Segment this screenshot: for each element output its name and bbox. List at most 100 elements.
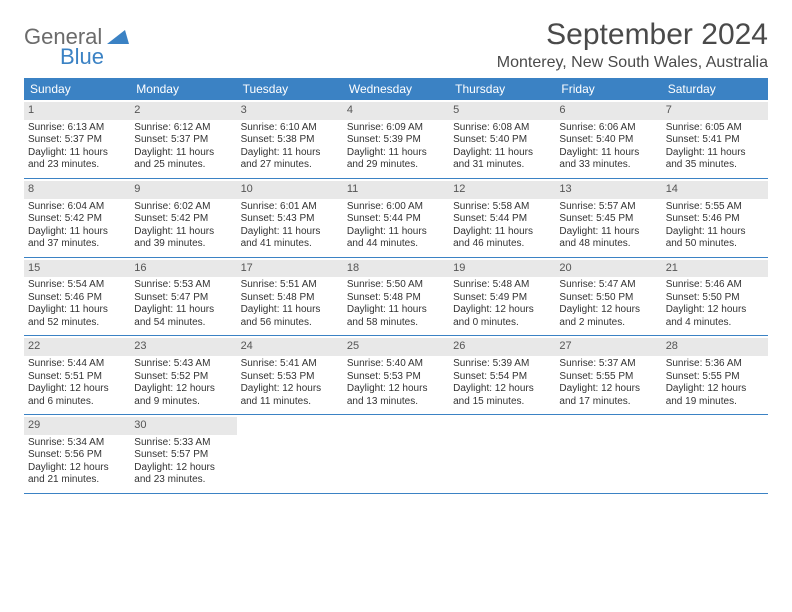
- daylight-text: Daylight: 11 hours: [134, 147, 232, 160]
- sunset-text: Sunset: 5:49 PM: [453, 292, 551, 305]
- daylight-text: and 39 minutes.: [134, 238, 232, 251]
- daylight-text: Daylight: 11 hours: [559, 147, 657, 160]
- day-cell: 13Sunrise: 5:57 AMSunset: 5:45 PMDayligh…: [555, 179, 661, 257]
- day-number: 9: [130, 181, 236, 199]
- sunrise-text: Sunrise: 5:36 AM: [666, 358, 764, 371]
- daylight-text: Daylight: 11 hours: [241, 226, 339, 239]
- sunrise-text: Sunrise: 5:57 AM: [559, 201, 657, 214]
- sunset-text: Sunset: 5:41 PM: [666, 134, 764, 147]
- day-cell: 27Sunrise: 5:37 AMSunset: 5:55 PMDayligh…: [555, 336, 661, 414]
- sunrise-text: Sunrise: 5:50 AM: [347, 279, 445, 292]
- day-cell: 9 Sunrise: 6:02 AMSunset: 5:42 PMDaylight…: [130, 179, 236, 257]
- day-cell: 12Sunrise: 5:58 AMSunset: 5:44 PMDayligh…: [449, 179, 555, 257]
- day-cell: 15Sunrise: 5:54 AMSunset: 5:46 PMDayligh…: [24, 258, 130, 336]
- sunset-text: Sunset: 5:54 PM: [453, 371, 551, 384]
- sunset-text: Sunset: 5:45 PM: [559, 213, 657, 226]
- logo: General Blue: [24, 24, 129, 70]
- daylight-text: and 13 minutes.: [347, 396, 445, 409]
- sunrise-text: Sunrise: 5:33 AM: [134, 437, 232, 450]
- daylight-text: and 4 minutes.: [666, 317, 764, 330]
- day-number: 1: [24, 102, 130, 120]
- day-cell: 18Sunrise: 5:50 AMSunset: 5:48 PMDayligh…: [343, 258, 449, 336]
- daylight-text: and 17 minutes.: [559, 396, 657, 409]
- sunrise-text: Sunrise: 5:44 AM: [28, 358, 126, 371]
- daylight-text: Daylight: 11 hours: [453, 226, 551, 239]
- sunrise-text: Sunrise: 6:04 AM: [28, 201, 126, 214]
- sunrise-text: Sunrise: 6:12 AM: [134, 122, 232, 135]
- month-title: September 2024: [497, 18, 768, 52]
- sunrise-text: Sunrise: 6:05 AM: [666, 122, 764, 135]
- day-cell: 19Sunrise: 5:48 AMSunset: 5:49 PMDayligh…: [449, 258, 555, 336]
- daylight-text: Daylight: 12 hours: [28, 462, 126, 475]
- day-number: 16: [130, 260, 236, 278]
- daylight-text: and 54 minutes.: [134, 317, 232, 330]
- day-cell: [555, 415, 661, 493]
- daylight-text: Daylight: 11 hours: [241, 304, 339, 317]
- day-header-sun: Sunday: [24, 78, 130, 100]
- sunrise-text: Sunrise: 5:51 AM: [241, 279, 339, 292]
- daylight-text: and 23 minutes.: [134, 474, 232, 487]
- sunset-text: Sunset: 5:44 PM: [347, 213, 445, 226]
- sunrise-text: Sunrise: 5:47 AM: [559, 279, 657, 292]
- daylight-text: Daylight: 11 hours: [134, 226, 232, 239]
- day-header-fri: Friday: [555, 78, 661, 100]
- day-headers-row: Sunday Monday Tuesday Wednesday Thursday…: [24, 78, 768, 100]
- week-row: 1Sunrise: 6:13 AMSunset: 5:37 PMDaylight…: [24, 100, 768, 179]
- sunrise-text: Sunrise: 5:34 AM: [28, 437, 126, 450]
- day-number: 27: [555, 338, 661, 356]
- day-number: 18: [343, 260, 449, 278]
- daylight-text: and 44 minutes.: [347, 238, 445, 251]
- day-number: 12: [449, 181, 555, 199]
- day-cell: 1Sunrise: 6:13 AMSunset: 5:37 PMDaylight…: [24, 100, 130, 178]
- sunrise-text: Sunrise: 5:40 AM: [347, 358, 445, 371]
- logo-text-block: General Blue: [24, 24, 129, 70]
- sunrise-text: Sunrise: 6:09 AM: [347, 122, 445, 135]
- sunrise-text: Sunrise: 6:02 AM: [134, 201, 232, 214]
- daylight-text: Daylight: 11 hours: [28, 226, 126, 239]
- day-cell: 22Sunrise: 5:44 AMSunset: 5:51 PMDayligh…: [24, 336, 130, 414]
- day-cell: [449, 415, 555, 493]
- location: Monterey, New South Wales, Australia: [497, 54, 768, 72]
- sunset-text: Sunset: 5:57 PM: [134, 449, 232, 462]
- day-header-tue: Tuesday: [237, 78, 343, 100]
- sunrise-text: Sunrise: 6:13 AM: [28, 122, 126, 135]
- triangle-icon: [107, 28, 129, 49]
- sunset-text: Sunset: 5:50 PM: [666, 292, 764, 305]
- sunset-text: Sunset: 5:46 PM: [28, 292, 126, 305]
- daylight-text: and 11 minutes.: [241, 396, 339, 409]
- day-number: 15: [24, 260, 130, 278]
- day-header-thu: Thursday: [449, 78, 555, 100]
- sunrise-text: Sunrise: 6:00 AM: [347, 201, 445, 214]
- sunset-text: Sunset: 5:40 PM: [453, 134, 551, 147]
- sunrise-text: Sunrise: 6:01 AM: [241, 201, 339, 214]
- sunrise-text: Sunrise: 6:08 AM: [453, 122, 551, 135]
- daylight-text: and 29 minutes.: [347, 159, 445, 172]
- day-cell: [343, 415, 449, 493]
- daylight-text: and 31 minutes.: [453, 159, 551, 172]
- sunset-text: Sunset: 5:42 PM: [28, 213, 126, 226]
- sunrise-text: Sunrise: 5:41 AM: [241, 358, 339, 371]
- daylight-text: and 58 minutes.: [347, 317, 445, 330]
- daylight-text: Daylight: 11 hours: [559, 226, 657, 239]
- sunset-text: Sunset: 5:53 PM: [241, 371, 339, 384]
- day-cell: 5Sunrise: 6:08 AMSunset: 5:40 PMDaylight…: [449, 100, 555, 178]
- sunset-text: Sunset: 5:56 PM: [28, 449, 126, 462]
- day-number: 4: [343, 102, 449, 120]
- sunset-text: Sunset: 5:42 PM: [134, 213, 232, 226]
- daylight-text: Daylight: 12 hours: [666, 304, 764, 317]
- daylight-text: Daylight: 12 hours: [347, 383, 445, 396]
- day-header-sat: Saturday: [662, 78, 768, 100]
- day-cell: 16Sunrise: 5:53 AMSunset: 5:47 PMDayligh…: [130, 258, 236, 336]
- daylight-text: Daylight: 12 hours: [134, 462, 232, 475]
- day-cell: 4Sunrise: 6:09 AMSunset: 5:39 PMDaylight…: [343, 100, 449, 178]
- daylight-text: Daylight: 11 hours: [241, 147, 339, 160]
- daylight-text: Daylight: 11 hours: [134, 304, 232, 317]
- daylight-text: and 37 minutes.: [28, 238, 126, 251]
- week-row: 8Sunrise: 6:04 AMSunset: 5:42 PMDaylight…: [24, 179, 768, 258]
- daylight-text: Daylight: 11 hours: [347, 304, 445, 317]
- day-cell: 3Sunrise: 6:10 AMSunset: 5:38 PMDaylight…: [237, 100, 343, 178]
- day-number: 28: [662, 338, 768, 356]
- sunrise-text: Sunrise: 5:54 AM: [28, 279, 126, 292]
- day-cell: 8Sunrise: 6:04 AMSunset: 5:42 PMDaylight…: [24, 179, 130, 257]
- daylight-text: and 2 minutes.: [559, 317, 657, 330]
